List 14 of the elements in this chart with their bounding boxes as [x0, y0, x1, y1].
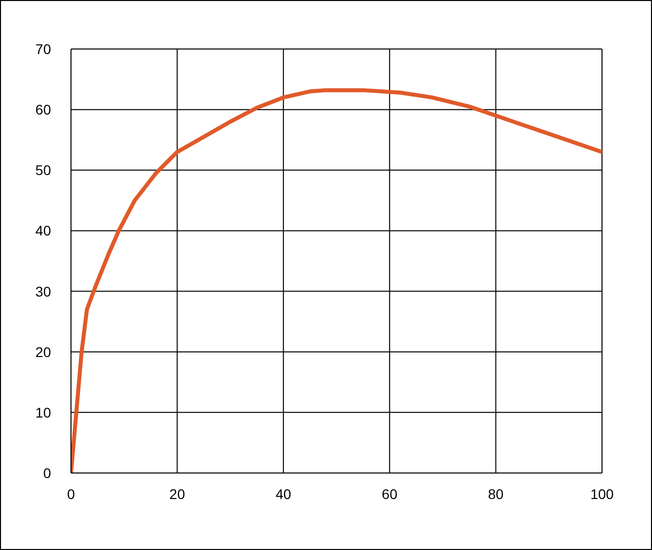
y-tick-label: 50: [35, 162, 52, 178]
y-tick-label: 0: [43, 464, 52, 481]
x-tick-label: 80: [488, 486, 504, 502]
y-tick-label: 30: [35, 283, 52, 300]
x-tick-label: 60: [382, 486, 398, 502]
y-tick-label: 20: [35, 344, 52, 360]
y-tick-label: 60: [35, 102, 52, 118]
x-tick-label: 100: [590, 486, 614, 502]
y-tick-label: 70: [35, 40, 52, 57]
x-tick-label: 0: [67, 486, 76, 502]
y-tick-label: 10: [35, 404, 52, 420]
x-tick-label: 20: [169, 486, 186, 502]
x-tick-label: 40: [276, 486, 292, 502]
y-tick-label: 40: [35, 222, 52, 239]
